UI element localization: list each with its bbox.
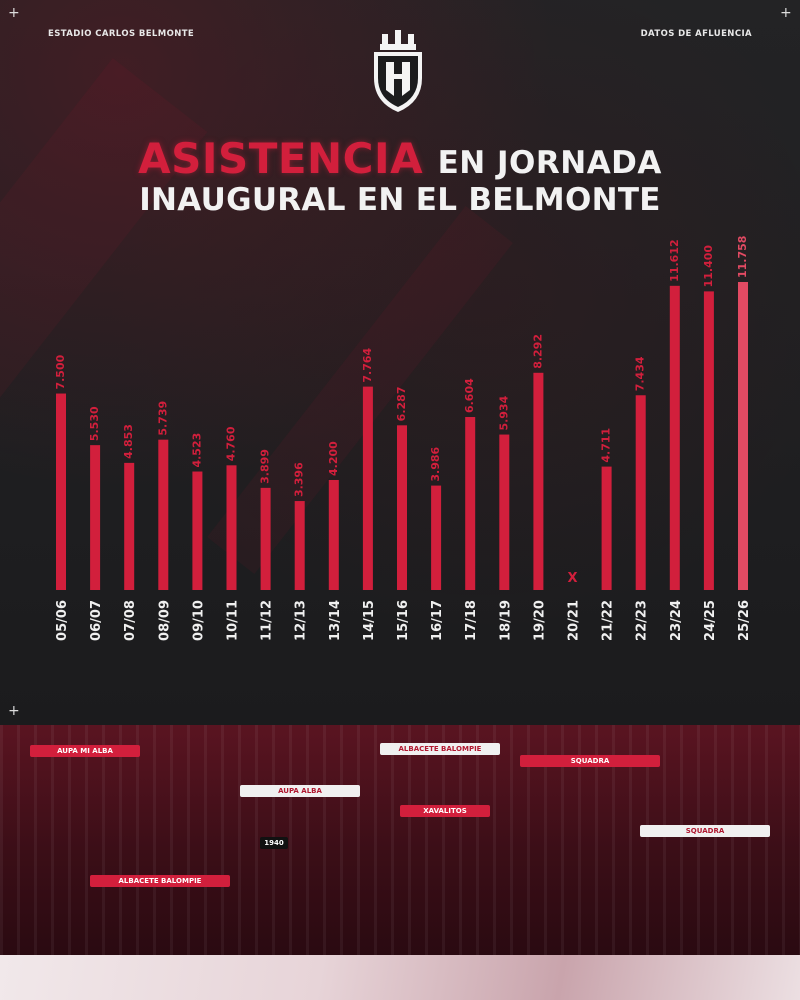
stadium-label: ESTADIO CARLOS BELMONTE [48,29,195,39]
data-label: 4.711 [600,428,613,463]
bar-23-24 [669,285,680,590]
bar-14-15 [362,386,373,590]
data-label-missing: X [567,571,577,586]
tick-label: 06/07 [89,600,104,641]
bar-12-13 [294,501,305,590]
data-label: 7.500 [54,354,67,389]
bar-07-08 [124,462,135,590]
title-rest: EN JORNADA [437,145,662,181]
tick-label: 05/06 [55,600,70,641]
data-label: 3.899 [259,449,272,484]
tick-label: 14/15 [362,600,377,641]
data-label: 3.396 [293,462,306,497]
data-label: 6.604 [463,378,476,413]
corner-mark-tl: + [8,5,20,21]
fan-scarf: AUPA ALBA [240,785,360,797]
fan-scarf: SQUADRA [520,755,660,767]
chart-title-line-2: INAUGURAL EN EL BELMONTE [139,182,661,218]
tick-label: 23/24 [669,600,684,641]
bar-17-18 [465,417,476,590]
data-label: 3.986 [429,446,442,481]
data-label: 4.200 [327,441,340,476]
data-label: 8.292 [531,334,544,369]
fan-scarf: AUPA MI ALBA [30,745,140,757]
bar-08-09 [158,439,169,590]
data-label: 4.760 [225,426,238,461]
bar-13-14 [328,479,339,590]
bar-25-26 [738,282,748,590]
fan-scarf: SQUADRA [640,825,770,837]
fans-photo: AUPA MI ALBA ALBACETE BALOMPIE SQUADRA XAVA… [0,725,800,955]
tick-label: 10/11 [226,600,241,641]
tick-label: 11/12 [260,600,275,641]
data-label: 4.523 [190,433,203,468]
tick-label: 21/22 [601,600,616,641]
tick-label: 17/18 [464,600,479,641]
tick-label: 16/17 [430,600,445,641]
bar-24-25 [703,291,714,590]
club-crest-icon [374,30,422,112]
title-accent: ASISTENCIA [138,134,424,183]
data-label: 6.287 [395,387,408,422]
tick-label: 13/14 [328,600,343,641]
data-label: DATOS DE AFLUENCIA [640,29,752,39]
data-label: 11.612 [668,239,681,281]
corner-mark-bl: + [8,703,20,719]
data-label: 5.934 [497,395,510,430]
tick-label: 19/20 [532,600,547,641]
tick-label: 08/09 [157,600,172,641]
tick-label: 18/19 [498,600,513,641]
corner-mark-tr: + [780,5,792,21]
bar-19-20 [533,372,544,590]
fan-scarf: ALBACETE BALOMPIE [380,743,500,755]
tick-label: 07/08 [123,600,138,641]
tick-label: 25/26 [737,600,752,641]
chart-title-line-1: ASISTENCIA EN JORNADA [0,134,800,183]
bar-09-10 [192,471,203,590]
background [0,0,800,725]
tick-label: 09/10 [191,600,206,641]
tick-label: 15/16 [396,600,411,641]
tick-label: 24/25 [703,600,718,641]
bar-06-07 [90,445,101,590]
bar-11-12 [260,487,271,590]
tick-label: 22/23 [635,600,650,641]
bar-16-17 [431,485,442,590]
fan-scarf: ALBACETE BALOMPIE [90,875,230,887]
bar-10-11 [226,465,237,590]
data-label: 7.764 [361,347,374,382]
bottom-texture [0,955,800,1000]
bar-18-19 [499,434,510,590]
data-label: 11.400 [702,245,715,288]
bar-21-22 [601,466,612,590]
data-label: 4.853 [122,424,135,459]
tick-label: 20/21 [567,600,582,641]
data-label: 5.530 [88,406,101,441]
bar-15-16 [397,425,407,590]
tick-label: 12/13 [294,600,309,641]
attendance-chart: 7.500 05/06 5.530 06/07 4.853 07/08 5.739 08/09… [54,236,752,641]
data-label: 11.758 [736,236,749,278]
bar-05-06 [56,393,66,590]
data-label: 7.434 [634,356,647,391]
bar-22-23 [635,395,646,590]
fan-scarf: 1940 [260,837,288,849]
data-label: 5.739 [156,401,169,436]
fan-scarf: XAVALITOS [400,805,490,817]
